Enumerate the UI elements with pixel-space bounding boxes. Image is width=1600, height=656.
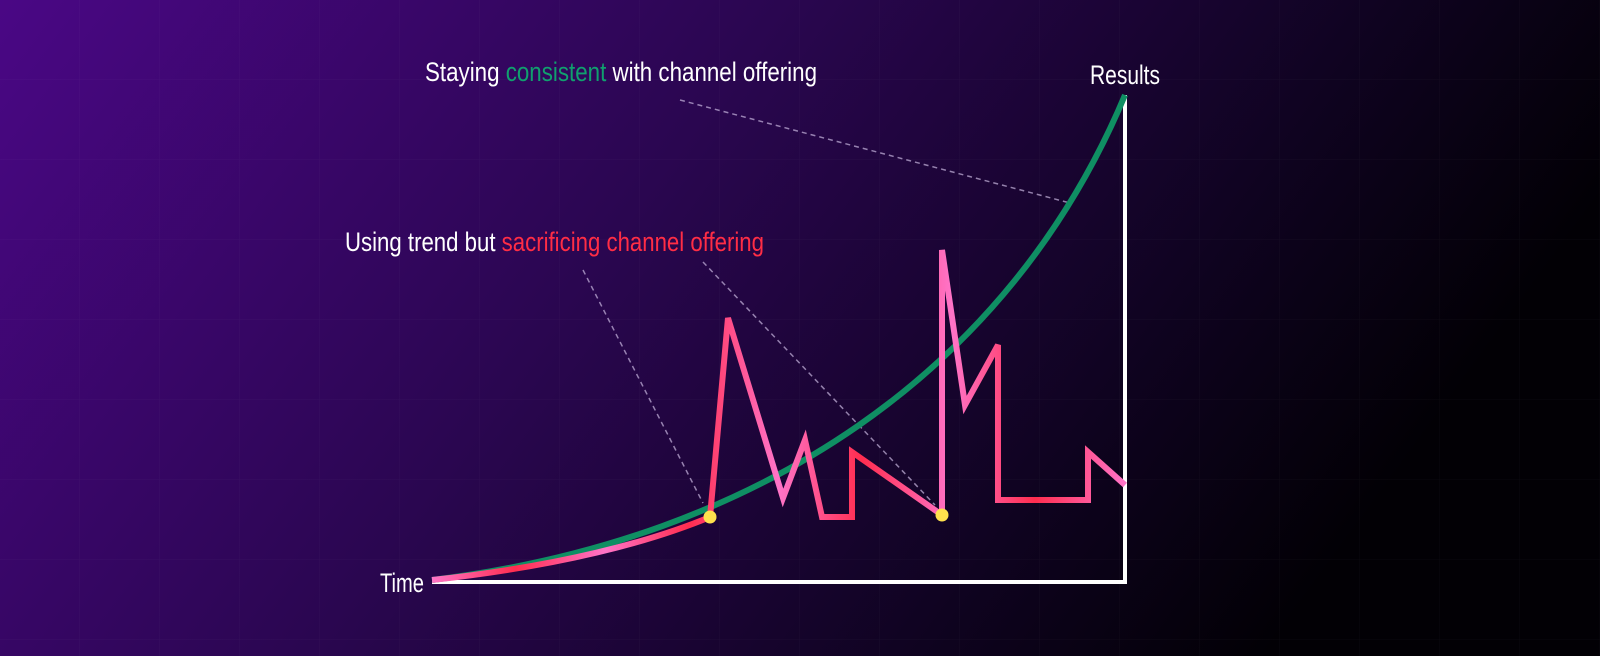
x-axis-label: Time bbox=[380, 568, 424, 598]
annotation-highlight: sacrificing channel offering bbox=[502, 227, 764, 257]
leader-line bbox=[702, 261, 936, 506]
leader-line bbox=[582, 269, 704, 504]
leader-lines bbox=[582, 99, 1071, 506]
trend-line bbox=[431, 249, 1127, 583]
leader-line bbox=[679, 99, 1071, 204]
axes bbox=[432, 95, 1127, 584]
consistent-curve bbox=[431, 93, 1128, 583]
divergence-point bbox=[703, 510, 717, 524]
annotation-highlight: consistent bbox=[506, 57, 607, 87]
consistent-annotation: Staying consistent with channel offering bbox=[425, 57, 817, 87]
trend-annotation: Using trend but sacrificing channel offe… bbox=[345, 227, 764, 257]
divergence-point bbox=[935, 508, 949, 522]
annotation-text: with channel offering bbox=[606, 57, 817, 87]
annotation-text: Staying bbox=[425, 57, 506, 87]
annotation-text: Using trend but bbox=[345, 227, 502, 257]
y-axis-label: Results bbox=[1090, 60, 1160, 90]
